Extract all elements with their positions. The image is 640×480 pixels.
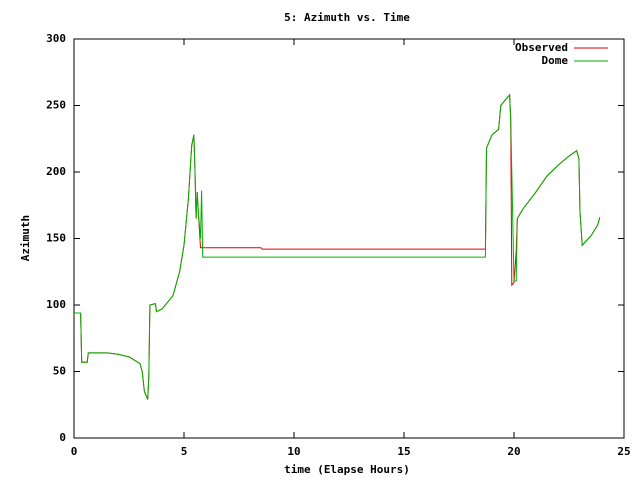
legend-label: Observed	[515, 41, 568, 54]
y-tick-label: 150	[46, 232, 66, 245]
y-tick-label: 100	[46, 298, 66, 311]
chart-title: 5: Azimuth vs. Time	[284, 11, 410, 24]
y-tick-label: 0	[59, 431, 66, 444]
y-tick-label: 200	[46, 165, 66, 178]
y-tick-label: 250	[46, 99, 66, 112]
y-tick-label: 50	[53, 365, 66, 378]
y-axis-label: Azimuth	[19, 215, 32, 261]
x-tick-label: 15	[397, 445, 410, 458]
x-tick-label: 0	[71, 445, 78, 458]
x-axis-label: time (Elapse Hours)	[284, 463, 410, 476]
legend-label: Dome	[542, 54, 569, 67]
series-line	[74, 93, 601, 400]
x-tick-label: 25	[617, 445, 630, 458]
plot-border	[73, 38, 625, 439]
x-tick-label: 20	[507, 445, 520, 458]
x-tick-label: 5	[181, 445, 188, 458]
y-tick-label: 300	[46, 32, 66, 45]
series-line	[74, 93, 601, 400]
x-tick-label: 10	[287, 445, 300, 458]
